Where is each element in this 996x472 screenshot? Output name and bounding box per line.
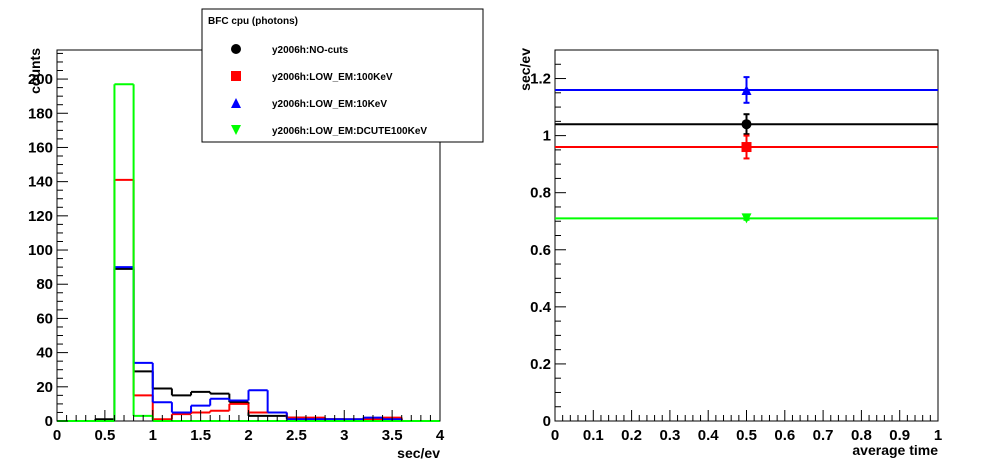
y-tick-label: 40: [36, 345, 53, 362]
y-tick-label: 20: [36, 379, 53, 396]
legend-marker: [231, 71, 241, 81]
scatter-y-axis-title: sec/ev: [517, 48, 533, 91]
scatter-x-axis-title: average time: [852, 442, 938, 458]
legend-title: BFC cpu (photons): [208, 16, 298, 27]
legend-label: y2006h:LOW_EM:100KeV: [272, 72, 393, 83]
x-tick-label: 0.6: [774, 427, 795, 444]
scatter-series-y2006h-low-em-dcute100kev: [555, 213, 938, 224]
y-tick-label: 200: [28, 71, 53, 88]
x-tick-label: 1: [149, 427, 157, 444]
y-tick-label: 80: [36, 276, 53, 293]
legend-label: y2006h:NO-cuts: [272, 45, 349, 56]
y-tick-label: 0.8: [530, 185, 551, 202]
x-tick-label: 0: [53, 427, 61, 444]
x-tick-label: 1: [934, 427, 942, 444]
legend-label: y2006h:LOW_EM:DCUTE100KeV: [272, 126, 427, 137]
y-tick-label: 0: [45, 413, 53, 430]
data-point-marker: [741, 119, 752, 130]
scatter-series-y2006h-no-cuts: [555, 113, 938, 136]
scatter-series-y2006h-low-em-10kev: [555, 76, 938, 104]
data-point-marker: [741, 84, 752, 95]
x-tick-label: 0.4: [698, 427, 720, 444]
histogram-axes: 0 0.5 1 1.5 2 2.5 3 3.5 402040608010012014016018…: [28, 52, 445, 444]
histogram-y-axis-title: counts: [27, 48, 43, 94]
x-tick-label: 0.2: [621, 427, 642, 444]
x-tick-label: 0.5: [736, 427, 757, 444]
scatter-series-group: [555, 76, 938, 224]
x-tick-label: 0: [551, 427, 559, 444]
y-tick-label: 120: [28, 208, 53, 225]
scatter-panel: 0 0.1 0.2 0.3 0.4 0.5 0.6 0.7 0.8 0.9 1 0 0.2 0.4 0.6 0…: [517, 48, 942, 458]
legend-marker: [231, 44, 241, 54]
x-tick-label: 0.8: [851, 427, 872, 444]
legend-entry: y2006h:LOW_EM:100KeV: [231, 71, 393, 83]
x-tick-label: 4: [436, 427, 445, 444]
legend-entry: y2006h:NO-cuts: [231, 44, 349, 56]
y-tick-label: 0.4: [530, 299, 552, 316]
y-tick-label: 0.6: [530, 242, 551, 259]
x-tick-label: 1.5: [190, 427, 211, 444]
histogram-x-axis-title: sec/ev: [397, 445, 440, 461]
legend-marker: [231, 98, 241, 108]
y-tick-label: 100: [28, 242, 53, 259]
y-tick-label: 160: [28, 139, 53, 156]
x-tick-label: 0.7: [813, 427, 834, 444]
data-point-marker: [741, 213, 752, 224]
y-tick-label: 1.2: [530, 71, 551, 88]
x-tick-label: 2: [244, 427, 252, 444]
y-tick-label: 60: [36, 310, 53, 327]
scatter-series-y2006h-low-em-100kev: [555, 134, 938, 160]
y-tick-label: 0.2: [530, 356, 551, 373]
legend-entry: y2006h:LOW_EM:DCUTE100KeV: [231, 125, 427, 137]
legend-entry: y2006h:LOW_EM:10KeV: [231, 98, 387, 110]
histogram-series-y2006h-low-em-dcute100kev: [57, 83, 440, 422]
y-tick-label: 0: [543, 413, 551, 430]
y-tick-label: 140: [28, 174, 53, 191]
legend-label: y2006h:LOW_EM:10KeV: [272, 99, 387, 110]
legend-entries: y2006h:NO-cuts y2006h:LOW_EM:100KeV y2006h…: [231, 44, 427, 137]
x-tick-label: 0.3: [659, 427, 680, 444]
legend-marker: [231, 125, 241, 135]
y-tick-label: 180: [28, 105, 53, 122]
data-point-marker: [741, 142, 752, 153]
histogram-panel: 0 0.5 1 1.5 2 2.5 3 3.5 402040608010012014016018…: [27, 48, 445, 461]
scatter-axes: 0 0.1 0.2 0.3 0.4 0.5 0.6 0.7 0.8 0.9 1 0 0.2 0.4 0.6 0…: [530, 63, 942, 444]
y-tick-label: 1: [543, 128, 551, 145]
x-tick-label: 0.1: [583, 427, 604, 444]
x-tick-label: 0.5: [94, 427, 115, 444]
x-tick-label: 0.9: [889, 427, 910, 444]
legend: BFC cpu (photons) y2006h:NO-cuts y2006h:L…: [201, 8, 484, 143]
x-tick-label: 3: [340, 427, 348, 444]
x-tick-label: 2.5: [286, 427, 307, 444]
scatter-frame: [554, 49, 939, 422]
legend-box: [201, 8, 484, 143]
x-tick-label: 3.5: [382, 427, 403, 444]
